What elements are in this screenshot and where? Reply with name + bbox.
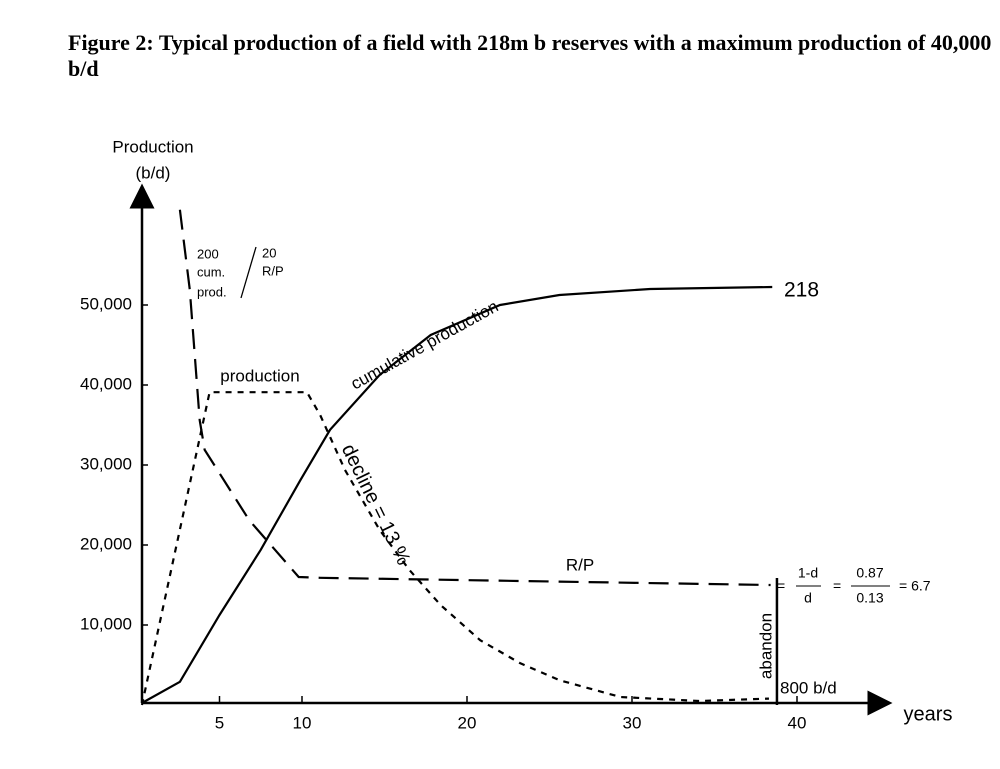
y-tick-label: 10,000 <box>80 614 132 633</box>
annotation: 0.87 <box>856 565 883 581</box>
annotation: R/P <box>262 263 284 278</box>
x-tick-label: 5 <box>215 713 224 732</box>
series-label: R/P <box>566 555 594 574</box>
x-tick-label: 10 <box>293 713 312 732</box>
annotation: 218 <box>784 279 819 302</box>
y-tick-label: 50,000 <box>80 294 132 313</box>
x-axis-label: years <box>904 703 953 725</box>
x-tick-label: 40 <box>788 713 807 732</box>
y-tick-label: 30,000 <box>80 454 132 473</box>
series-line <box>140 391 769 706</box>
y-axis-label: (b/d) <box>136 163 171 182</box>
annotation: = 6.7 <box>899 578 931 594</box>
annotation: = <box>833 578 841 594</box>
annotation: 800 b/d <box>780 678 837 697</box>
series-label: production <box>220 366 299 385</box>
annotation: = <box>777 578 785 594</box>
x-tick-label: 20 <box>458 713 477 732</box>
series-label: cumulative production <box>348 297 502 394</box>
x-tick-label: 30 <box>623 713 642 732</box>
annotation: 200 <box>197 246 219 261</box>
chart-title: Figure 2: Typical production of a field … <box>68 30 992 81</box>
annotation: cum. <box>197 264 225 279</box>
annotation: 0.13 <box>856 590 883 606</box>
series-line <box>141 285 773 704</box>
series-line <box>178 209 771 587</box>
annotation: d <box>804 590 812 606</box>
annotation: prod. <box>197 284 227 299</box>
slash <box>240 246 257 299</box>
annotation: abandon <box>756 613 775 679</box>
annotation: 1-d <box>798 565 818 581</box>
y-tick-label: 20,000 <box>80 534 132 553</box>
y-axis-label: Production <box>112 137 193 156</box>
annotation: decline = 13 % <box>337 441 415 569</box>
y-tick-label: 40,000 <box>80 374 132 393</box>
annotation: 20 <box>262 245 276 260</box>
